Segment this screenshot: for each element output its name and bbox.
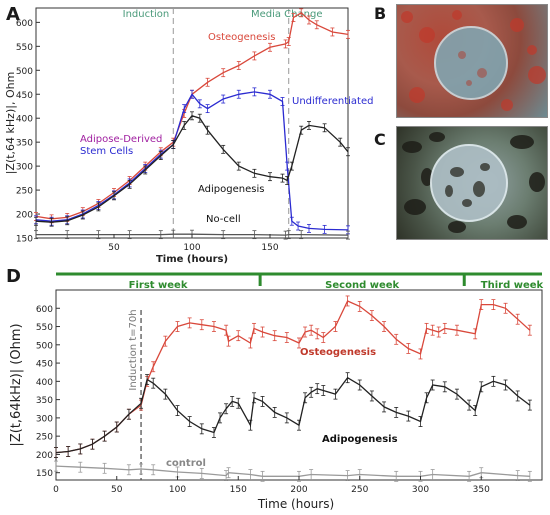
panel-a-chart: A Induction Media Change 150 200 250 300 350 4… <box>4 4 373 265</box>
y-tick-label: 500 <box>16 67 33 77</box>
event-label: Media Change <box>251 9 323 20</box>
panel-a-letter: A <box>6 4 20 25</box>
panel-a-y-label: |Z(t,64 kHz)|, Ohm <box>4 72 17 175</box>
y-tick-label: 150 <box>36 469 53 479</box>
panel-d-label-control: control <box>166 458 206 469</box>
x-tick-label: 150 <box>261 243 278 253</box>
panel-d-chart: D First week Second week Third week Induct… <box>6 266 544 511</box>
panel-b-letter: B <box>374 4 387 23</box>
y-tick-label: 600 <box>16 19 33 29</box>
y-tick-label: 500 <box>36 341 53 351</box>
x-tick-label: 100 <box>169 485 186 495</box>
y-tick-label: 200 <box>16 211 33 221</box>
y-tick-label: 300 <box>36 414 53 424</box>
y-tick-label: 350 <box>36 396 53 406</box>
week-label: Second week <box>325 280 399 291</box>
panel-a-plot-area <box>35 7 349 239</box>
week-label: First week <box>129 280 188 291</box>
event-label: Induction <box>123 9 170 20</box>
panel-a-label-adipogenesis: Adipogenesis <box>198 184 264 195</box>
y-tick-label: 400 <box>36 378 53 388</box>
panel-a-label-undifferentiated: Undifferentiated <box>292 96 373 107</box>
panel-c-letter: C <box>374 130 386 149</box>
y-tick-label: 450 <box>36 360 53 370</box>
induction-label: Induction t=70h <box>128 309 139 390</box>
y-tick-label: 550 <box>36 323 53 333</box>
panel-c-micrograph <box>396 126 548 240</box>
x-tick-label: 300 <box>412 485 429 495</box>
series-line-adipo <box>55 376 531 454</box>
x-tick-label: 200 <box>290 485 307 495</box>
panel-d-x-label: Time (hours) <box>257 497 334 511</box>
series-line-adipo <box>35 115 349 223</box>
y-tick-label: 250 <box>16 187 33 197</box>
panel-a-label-nocell: No-cell <box>206 214 241 225</box>
panel-d-letter: D <box>6 266 21 287</box>
panel-d-label-adipogenesis: Adipogenesis <box>322 434 398 445</box>
y-tick-label: 250 <box>36 433 53 443</box>
x-tick-label: 250 <box>351 485 368 495</box>
y-tick-label: 300 <box>16 163 33 173</box>
x-tick-label: 50 <box>108 243 120 253</box>
x-tick-label: 0 <box>53 485 59 495</box>
x-tick-label: 150 <box>230 485 247 495</box>
panel-d-y-label: |Z(t,64kHz)| (Ohm) <box>9 323 24 446</box>
y-tick-label: 400 <box>16 115 33 125</box>
week-label: Third week <box>481 280 544 291</box>
y-tick-label: 550 <box>16 43 33 53</box>
y-tick-label: 350 <box>16 139 33 149</box>
y-tick-label: 600 <box>36 305 53 315</box>
panel-a-label-osteogenesis: Osteogenesis <box>208 32 275 43</box>
x-tick-label: 50 <box>111 485 123 495</box>
x-tick-label: 350 <box>473 485 490 495</box>
panel-a-label-adipose-2: Stem Cells <box>80 146 133 157</box>
x-tick-label: 100 <box>183 243 200 253</box>
panel-a-label-adipose-1: Adipose-Derived <box>80 134 162 145</box>
panel-d-label-osteogenesis: Osteogenesis <box>300 347 376 358</box>
panel-a-x-label: Time (hours) <box>156 254 228 265</box>
y-tick-label: 200 <box>36 451 53 461</box>
y-tick-label: 150 <box>16 235 33 245</box>
y-tick-label: 450 <box>16 91 33 101</box>
panel-b-micrograph <box>396 4 548 118</box>
